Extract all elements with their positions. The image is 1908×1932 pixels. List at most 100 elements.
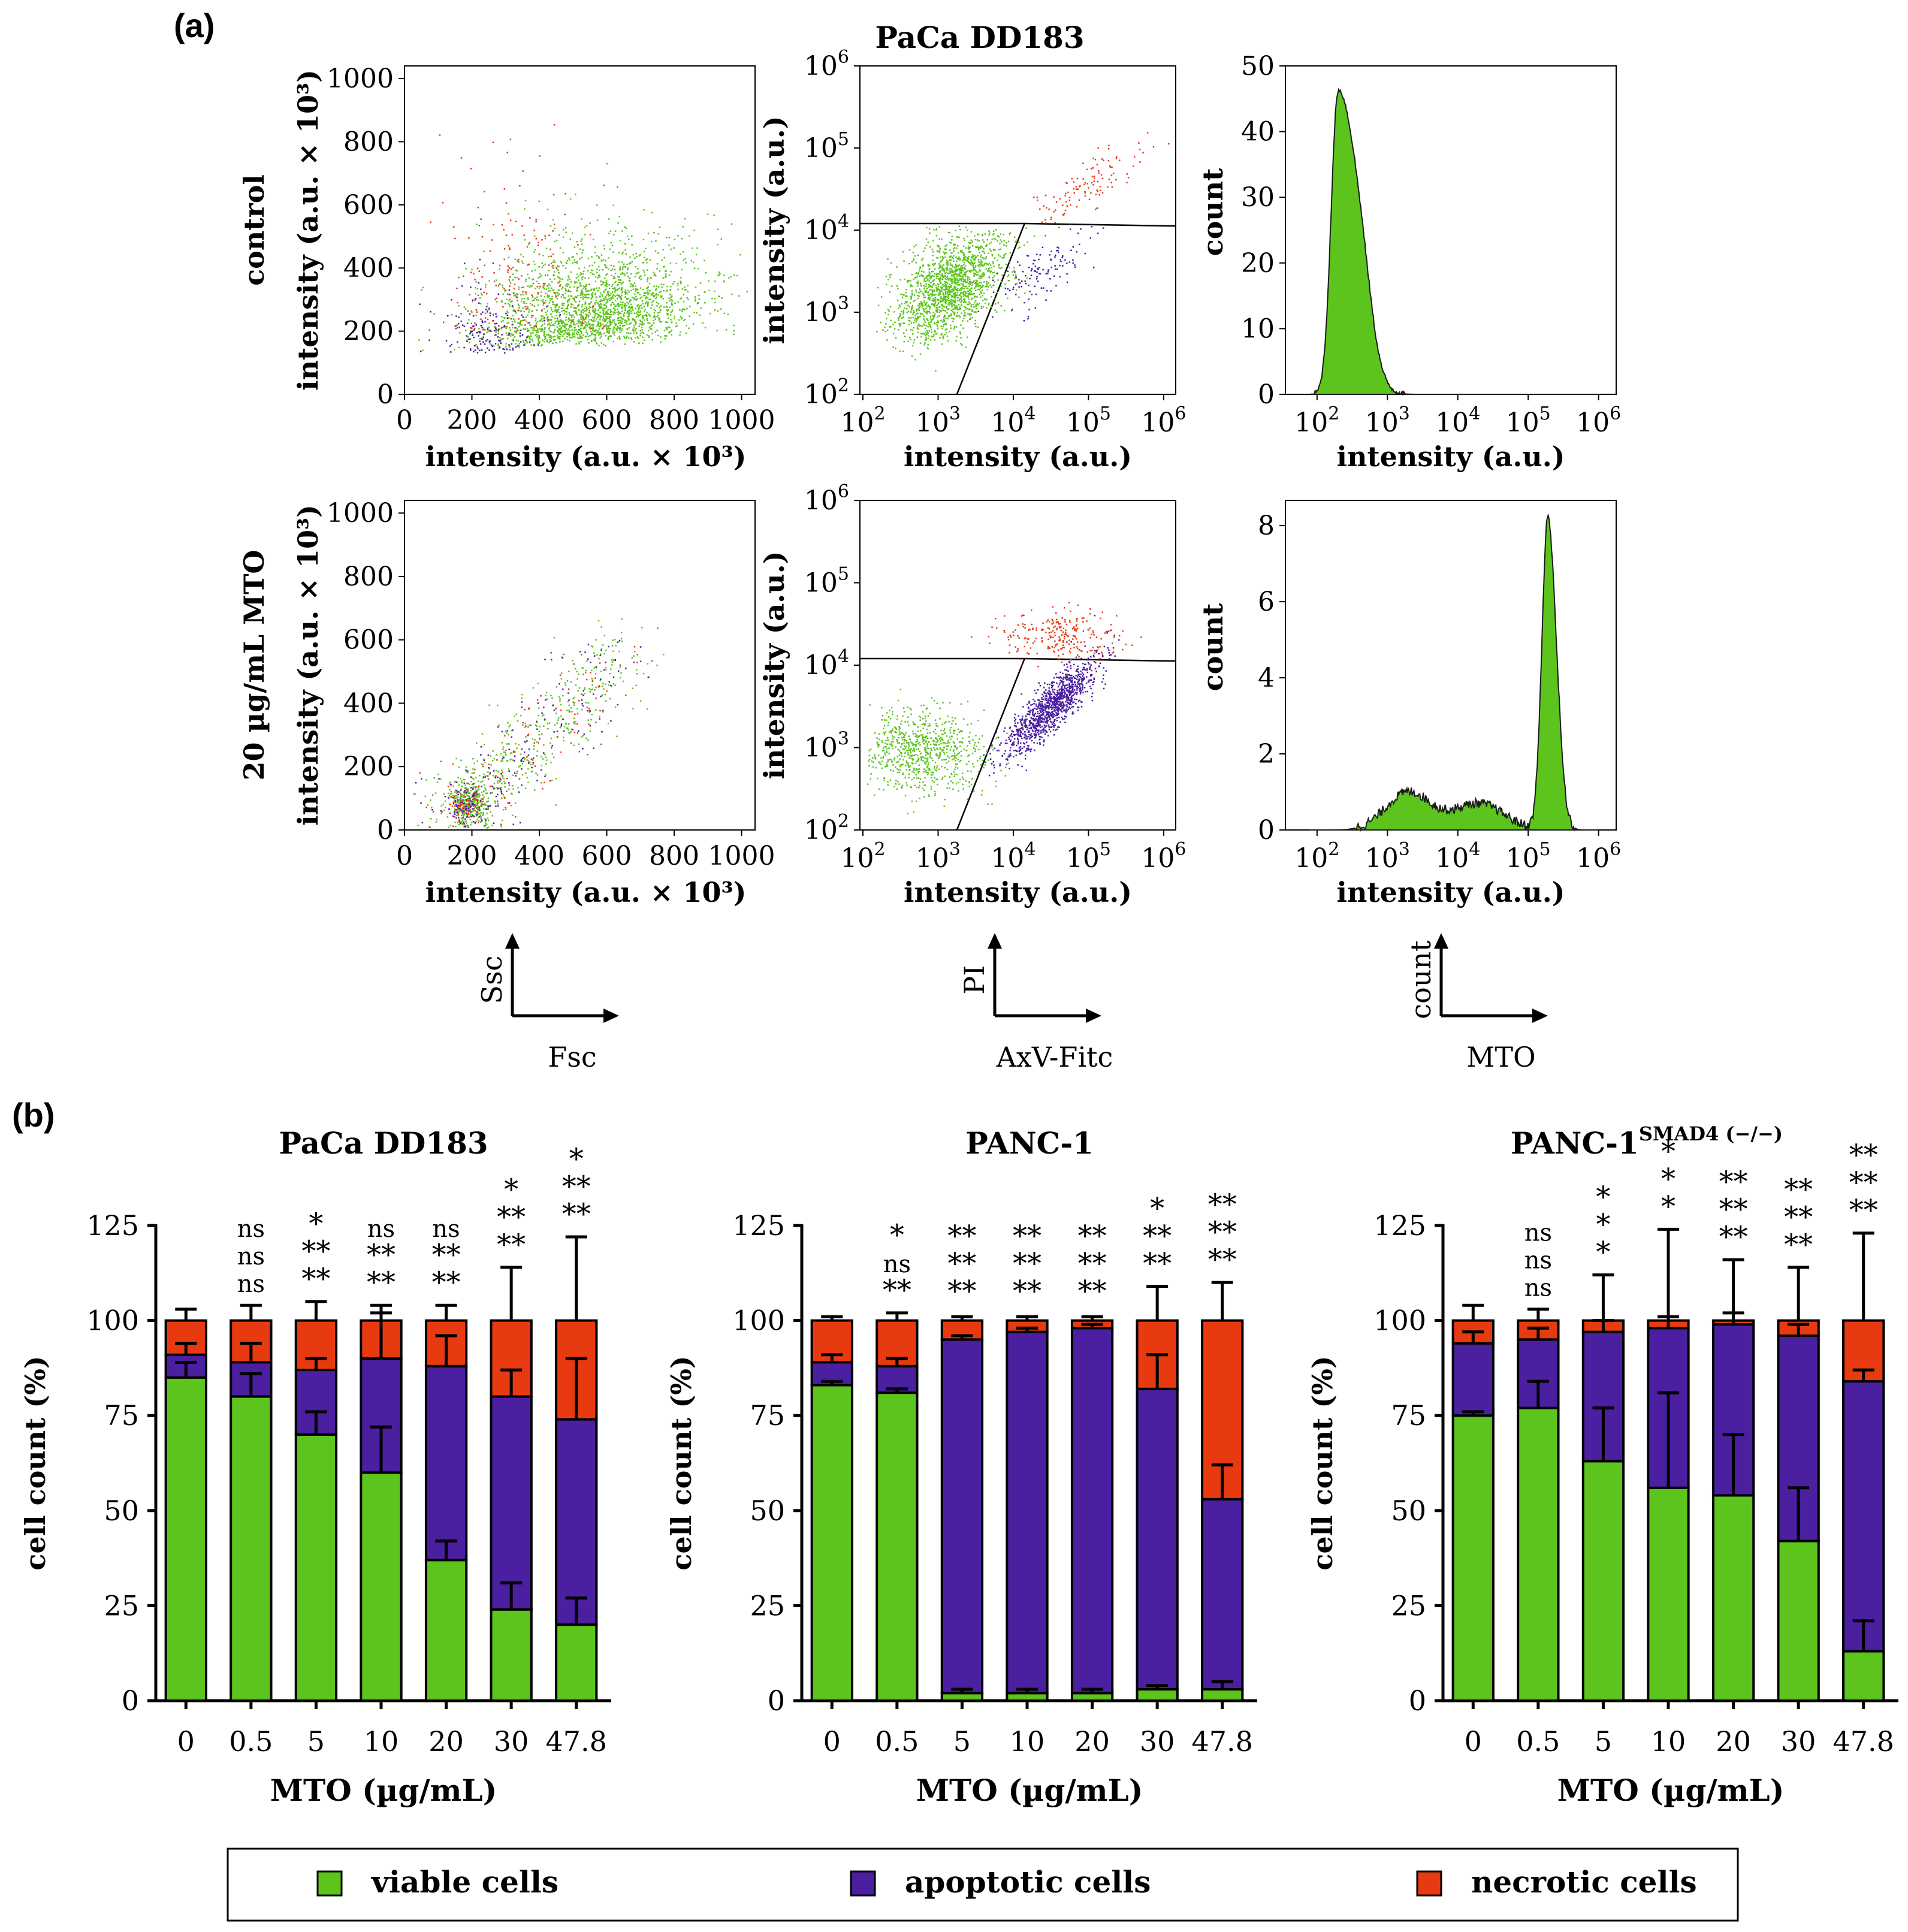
x-tick-label: 1000 (708, 405, 775, 436)
x-tick-label: 106 (1141, 839, 1186, 874)
significance-necrotic: * (1661, 1134, 1675, 1168)
x-axis-label: intensity (a.u.) (1336, 440, 1565, 473)
apoptotic-points (419, 258, 561, 354)
y-tick-label: 20 (1241, 248, 1275, 279)
tick-exponent: 5 (1539, 403, 1551, 424)
tick-exponent: 6 (1610, 403, 1621, 424)
significance-necrotic: ** (1208, 1188, 1237, 1221)
significance-viable: ** (1143, 1247, 1172, 1281)
bar-apoptotic (1711, 1323, 1755, 1497)
y-tick-label: 106 (804, 47, 849, 81)
y-tick-label: 75 (750, 1399, 785, 1432)
y-tick-label: 200 (343, 316, 394, 347)
y-tick-label: 50 (104, 1495, 139, 1527)
tick-base: 10 (916, 843, 949, 874)
key-x-arrowhead (1086, 1009, 1101, 1023)
plot-frame (859, 500, 1176, 831)
tick-exponent: 6 (1175, 839, 1186, 860)
plot-frame (859, 65, 1176, 395)
tick-exponent: 2 (874, 403, 885, 424)
significance-viable: ** (562, 1197, 591, 1231)
significance-apoptotic: ** (562, 1170, 591, 1203)
significance-viable: ** (1208, 1243, 1237, 1276)
x-axis-label: MTO (µg/mL) (1557, 1773, 1785, 1808)
tick-exponent: 4 (1024, 403, 1035, 424)
y-axis-label: cell count (%) (1306, 1356, 1339, 1570)
key-x-arrowhead (1532, 1009, 1548, 1023)
y-tick-label: 25 (750, 1589, 785, 1622)
x-tick-label: 102 (1294, 839, 1339, 874)
x-tick-label: 106 (1576, 403, 1621, 438)
x-tick-label: 0.5 (875, 1725, 919, 1758)
x-tick-label: 106 (1576, 839, 1621, 874)
significance-apoptotic: ** (1208, 1215, 1237, 1249)
significance-viable: ** (1849, 1194, 1878, 1227)
legend-label: viable cells (371, 1864, 558, 1900)
y-axis-label: intensity (a.u.) (758, 551, 790, 779)
tick-base: 10 (1294, 843, 1328, 874)
x-tick-label: 0 (823, 1725, 841, 1758)
legend-swatch (850, 1870, 876, 1897)
plot-frame (1285, 500, 1617, 831)
y-tick-label: 200 (343, 751, 394, 782)
x-tick-label: 0.5 (1516, 1725, 1560, 1758)
significance-necrotic: * (1150, 1192, 1164, 1225)
gate-diagonal (956, 658, 1025, 831)
tick-exponent: 3 (949, 839, 961, 860)
significance-necrotic: ** (1719, 1165, 1748, 1199)
significance-viable: ** (497, 1228, 526, 1261)
scatter-points (876, 132, 1170, 372)
bar-viable (1136, 1688, 1179, 1702)
x-tick-label: 47.8 (546, 1725, 607, 1758)
necrotic-points (971, 602, 1142, 668)
y-tick-label: 104 (804, 646, 849, 681)
x-tick-label: 800 (649, 405, 699, 436)
significance-viable: ns (237, 1270, 265, 1298)
significance-necrotic: ns (367, 1215, 395, 1243)
necrotic-points (428, 123, 618, 332)
significance-viable: ** (432, 1266, 461, 1299)
x-tick-label: 30 (494, 1725, 529, 1758)
significance-viable: * (1596, 1235, 1610, 1269)
x-tick-label: 0 (396, 405, 413, 436)
plot-frame (404, 500, 756, 831)
tick-base: 10 (1365, 407, 1399, 438)
y-tick-label: 25 (104, 1589, 139, 1622)
x-tick-label: 600 (582, 405, 632, 436)
tick-base: 10 (804, 51, 838, 81)
x-tick-label: 1000 (708, 841, 775, 871)
key-x-label: MTO (1466, 1041, 1536, 1073)
y-tick-label: 10 (1241, 313, 1275, 344)
significance-apoptotic: ** (497, 1200, 526, 1234)
tick-exponent: 2 (838, 811, 849, 832)
tick-base: 10 (991, 407, 1024, 438)
y-tick-label: 0 (122, 1685, 139, 1717)
significance-necrotic: ns (1524, 1219, 1552, 1247)
y-tick-label: 100 (86, 1305, 139, 1337)
tick-exponent: 3 (1399, 403, 1410, 424)
x-tick-label: 5 (1595, 1725, 1612, 1758)
y-tick-label: 105 (804, 129, 849, 164)
tick-base: 10 (1141, 407, 1175, 438)
bar-apoptotic (1842, 1380, 1885, 1653)
chart-title-main: PANC-1 (1511, 1125, 1639, 1161)
x-tick-label: 20 (1074, 1725, 1110, 1758)
legend-item: necrotic cells (1416, 1864, 1697, 1900)
bar-apoptotic (1136, 1387, 1179, 1691)
tick-exponent: 2 (874, 839, 885, 860)
y-tick-label: 0 (1258, 379, 1275, 410)
tick-base: 10 (1141, 843, 1175, 874)
x-tick-label: 103 (916, 839, 961, 874)
y-tick-label: 25 (1391, 1589, 1426, 1622)
key-y-arrowhead (1434, 933, 1448, 949)
bar-viable (1777, 1539, 1820, 1702)
significance-necrotic: ns (432, 1215, 460, 1243)
tick-exponent: 5 (1100, 839, 1111, 860)
x-tick-label: 102 (840, 403, 885, 438)
y-tick-label: 50 (1391, 1495, 1426, 1527)
chart-title-main: PaCa DD183 (279, 1125, 488, 1161)
